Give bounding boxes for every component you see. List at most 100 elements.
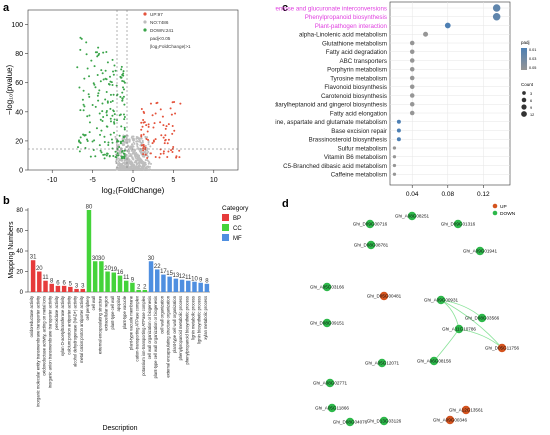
volcano-point-up xyxy=(159,121,162,124)
kegg-frame xyxy=(389,1,511,186)
volcano-point-no xyxy=(128,166,131,169)
volcano-point-down xyxy=(121,91,124,94)
volcano-point-no xyxy=(132,137,135,140)
volcano-point-no xyxy=(136,145,139,148)
volcano-point-up xyxy=(142,119,145,122)
volcano-point-up xyxy=(144,146,147,149)
go-bar-value: 13 xyxy=(173,273,180,279)
volcano-point-up xyxy=(147,123,150,126)
volcano-point-no xyxy=(132,139,135,142)
volcano-point-down xyxy=(106,100,109,103)
go-y-tick-label: 20 xyxy=(16,270,23,276)
panel-letter-c: c xyxy=(282,2,289,14)
kegg-point xyxy=(409,66,415,72)
volcano-point-no xyxy=(133,150,136,153)
volcano-point-down xyxy=(121,99,124,102)
volcano-point-no xyxy=(128,150,131,153)
network-edge xyxy=(440,299,460,330)
panel-letter-b: b xyxy=(3,195,10,207)
network-node xyxy=(379,291,389,301)
kegg-category-label: Tyrosine metabolism xyxy=(330,75,387,82)
volcano-point-no xyxy=(133,165,136,168)
volcano-point-down xyxy=(116,140,119,143)
volcano-point-up xyxy=(155,102,158,105)
volcano-point-up xyxy=(166,142,169,145)
volcano-point-down xyxy=(113,121,116,124)
go-category-label: lignin biosynthetic process xyxy=(197,296,202,344)
kegg-point xyxy=(396,119,401,124)
volcano-point-down xyxy=(79,48,82,51)
volcano-point-up xyxy=(171,132,174,135)
volcano-point-down xyxy=(83,77,86,80)
go-bar xyxy=(117,275,123,292)
volcano-point-down xyxy=(117,140,120,143)
volcano-point-down xyxy=(98,112,101,115)
kegg-point xyxy=(409,93,415,98)
volcano-point-down xyxy=(113,64,116,67)
volcano-point-down xyxy=(97,46,100,49)
volcano-point-down xyxy=(114,155,117,158)
volcano-point-down xyxy=(88,131,91,134)
volcano-point-down xyxy=(99,118,102,121)
go-bar-value: 10 xyxy=(191,276,198,282)
volcano-point-up xyxy=(141,125,144,128)
volcano-point-no xyxy=(130,149,133,152)
volcano-point-no xyxy=(147,141,150,144)
volcano-point-down xyxy=(96,94,99,97)
go-bar xyxy=(37,271,42,292)
volcano-point-down xyxy=(105,110,108,113)
volcano-point-down xyxy=(109,101,112,104)
go-bar xyxy=(55,285,61,292)
kegg-padj-tick: 0.01 xyxy=(529,48,536,52)
volcano-point-up xyxy=(140,121,143,124)
volcano-y-tick-label: 80 xyxy=(15,51,23,58)
volcano-point-down xyxy=(122,113,125,116)
volcano-legend: UP:97 NO:7486 DOWN:241 padj<0.05 |log₂FoldCh… xyxy=(143,12,191,49)
volcano-point-no xyxy=(118,165,121,168)
network-node-label: Ghi_A09G00346 xyxy=(433,418,468,423)
volcano-point-down xyxy=(89,155,92,158)
volcano-point-down xyxy=(103,157,106,160)
network-node xyxy=(436,295,446,305)
volcano-point-down xyxy=(99,80,102,83)
volcano-point-no xyxy=(144,167,147,170)
volcano-point-down xyxy=(109,133,112,136)
network-node xyxy=(377,358,387,368)
volcano-point-up xyxy=(142,145,145,148)
volcano-point-down xyxy=(86,140,89,143)
kegg-point xyxy=(396,137,401,142)
network-node-label: Ghi_A05G11866 xyxy=(315,406,349,411)
volcano-point-up xyxy=(173,100,176,103)
go-y-ticks: 0 20 40 60 80 xyxy=(16,208,28,296)
volcano-point-no xyxy=(130,164,133,167)
volcano-point-no xyxy=(133,142,136,145)
volcano-point-up xyxy=(174,112,177,115)
volcano-legend-marker xyxy=(143,12,147,16)
go-bar-value: 20 xyxy=(104,266,111,272)
go-bar-value: 12 xyxy=(179,274,186,280)
network-legend-marker xyxy=(492,210,498,216)
volcano-y-tick-label: 60 xyxy=(15,80,23,87)
volcano-point-down xyxy=(107,141,110,144)
volcano-point-down xyxy=(123,128,126,131)
volcano-point-down xyxy=(102,51,105,54)
network-node xyxy=(453,219,463,229)
volcano-point-down xyxy=(100,69,103,72)
volcano-xlabel: log₂(FoldChange) xyxy=(102,186,165,195)
network-node xyxy=(445,415,455,425)
volcano-point-no xyxy=(146,136,149,139)
go-bar-value: 17 xyxy=(160,269,167,275)
volcano-point-up xyxy=(154,112,157,115)
volcano-point-down xyxy=(109,75,112,78)
volcano-y-tick-label: 0 xyxy=(19,168,23,175)
volcano-point-down xyxy=(80,37,83,40)
volcano-legend-label: padj<0.05 xyxy=(150,36,171,41)
go-category-label: phenylpropanoid metabolic process xyxy=(178,296,183,360)
network-node-label: Ghi_D08G09151 xyxy=(310,321,345,326)
network-node-label: Ghi_A05G03166 xyxy=(310,285,345,290)
network-node-label: Ghi_A09G01941 xyxy=(463,249,498,254)
volcano-point-down xyxy=(88,114,91,117)
go-bar xyxy=(123,280,129,292)
